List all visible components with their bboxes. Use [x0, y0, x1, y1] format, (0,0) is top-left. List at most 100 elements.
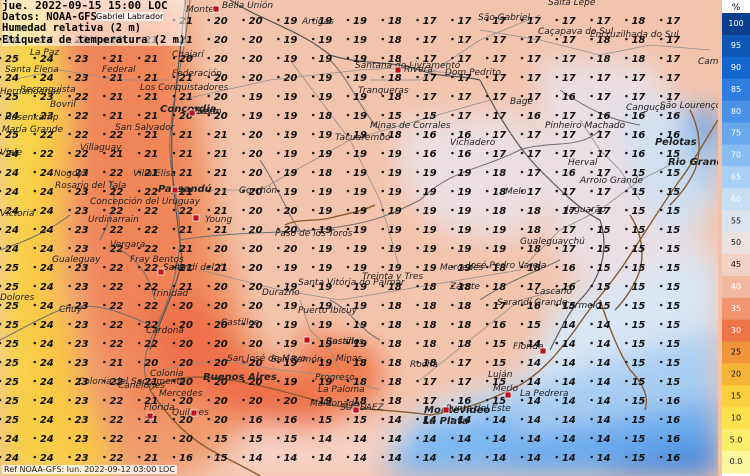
grid-point-dot [555, 379, 559, 383]
temperature-label: 14 [597, 377, 611, 388]
temperature-label: 15 [631, 187, 645, 198]
place-label: Luján [488, 370, 513, 380]
grid-point-dot [381, 208, 385, 212]
grid-point-dot [0, 265, 2, 269]
grid-point-dot [590, 94, 593, 98]
grid-point-dot [590, 417, 593, 421]
temperature-label: 19 [457, 263, 471, 274]
temperature-label: 20 [249, 16, 263, 27]
temperature-label: 24 [40, 187, 54, 198]
grid-point-dot [659, 303, 663, 307]
temperature-label: 21 [144, 434, 158, 445]
temperature-label: 15 [249, 434, 263, 445]
grid-point-dot [172, 151, 176, 155]
grid-point-dot [555, 398, 559, 402]
place-label: Artigas [301, 17, 334, 27]
place-label: Minas [336, 354, 362, 364]
temperature-label: 19 [283, 149, 297, 160]
temperature-label: 14 [597, 320, 611, 331]
temperature-label: 24 [40, 339, 54, 350]
place-label: Rocha [410, 360, 438, 370]
grid-point-dot [103, 75, 106, 79]
grid-point-dot [172, 360, 176, 364]
grid-point-dot [33, 417, 37, 421]
temperature-label: 19 [318, 92, 332, 103]
temperature-label: 25 [5, 263, 19, 274]
grid-point-dot [103, 227, 106, 231]
grid-point-dot [416, 341, 419, 345]
grid-point-dot [207, 94, 211, 98]
temperature-label: 15 [631, 453, 645, 464]
temperature-label: 16 [423, 149, 437, 160]
grid-point-dot [0, 379, 2, 383]
place-label: Chuy [59, 305, 83, 315]
temperature-label: 19 [353, 92, 367, 103]
label-description: Etiqueta de temperatura (2 m) [2, 33, 186, 46]
legend-swatch [722, 297, 750, 321]
grid-point-dot [207, 37, 211, 41]
grid-point-dot [33, 113, 37, 117]
temperature-label: 19 [318, 301, 332, 312]
place-label: San José de Mayo [227, 353, 307, 364]
temperature-label: 23 [75, 225, 89, 236]
temperature-label: 19 [283, 187, 297, 198]
grid-point-dot [625, 341, 628, 345]
place-label: Trinidad [152, 289, 188, 299]
grid-point-dot [590, 322, 593, 326]
grid-point-dot [33, 189, 37, 193]
grid-point-dot [207, 189, 211, 193]
place-label: San Ramón [271, 354, 323, 365]
grid-point-dot [311, 56, 315, 60]
grid-point-dot [207, 132, 211, 136]
temperature-label: 18 [388, 396, 402, 407]
temperature-label: 15 [631, 377, 645, 388]
temperature-label: 15 [492, 396, 506, 407]
temperature-label: 18 [388, 16, 402, 27]
temperature-label: 18 [353, 396, 367, 407]
grid-point-dot [346, 379, 350, 383]
place-label: Lascano [535, 287, 572, 297]
grid-point-dot [451, 284, 454, 288]
place-label: Villa Elisa [133, 169, 176, 179]
temperature-label: 20 [179, 434, 193, 445]
legend-label: 90 [731, 63, 741, 72]
grid-point-dot [103, 246, 106, 250]
temperature-label: 15 [631, 415, 645, 426]
grid-point-dot [242, 398, 245, 402]
place-label: Rio Grande [668, 157, 718, 168]
grid-point-dot [520, 151, 524, 155]
temperature-label: 19 [492, 244, 506, 255]
temperature-label: 14 [527, 434, 541, 445]
temperature-label: 15 [631, 396, 645, 407]
temperature-label: 17 [562, 206, 576, 217]
temperature-label: 21 [179, 16, 193, 27]
grid-point-dot [590, 132, 593, 136]
temperature-label: 20 [214, 92, 228, 103]
temperature-label: 14 [457, 415, 471, 426]
temperature-label: 17 [423, 73, 437, 84]
temperature-label: 17 [423, 377, 437, 388]
grid-point-dot [659, 246, 663, 250]
temperature-label: 14 [249, 453, 263, 464]
grid-point-dot [346, 18, 350, 22]
temperature-label: 16 [666, 111, 680, 122]
temperature-label: 20 [249, 263, 263, 274]
place-label: Castillos [221, 318, 259, 328]
grid-point-dot [625, 18, 628, 22]
place-label: Punta del Este [446, 404, 511, 414]
temperature-label: 23 [75, 358, 89, 369]
place-label: Maldonado [310, 399, 360, 409]
grid-point-dot [346, 322, 350, 326]
place-label: Viale [0, 148, 23, 158]
grid-point-dot [381, 132, 385, 136]
temperature-label: 15 [666, 339, 680, 350]
grid-point-dot [381, 436, 385, 440]
grid-point-dot [103, 398, 106, 402]
grid-point-dot [451, 322, 454, 326]
temperature-label: 24 [40, 73, 54, 84]
temperature-label: 19 [353, 263, 367, 274]
place-label: Colonia [150, 369, 184, 379]
temperature-label: 25 [5, 358, 19, 369]
grid-point-dot [0, 75, 2, 79]
temperature-label: 16 [457, 130, 471, 141]
